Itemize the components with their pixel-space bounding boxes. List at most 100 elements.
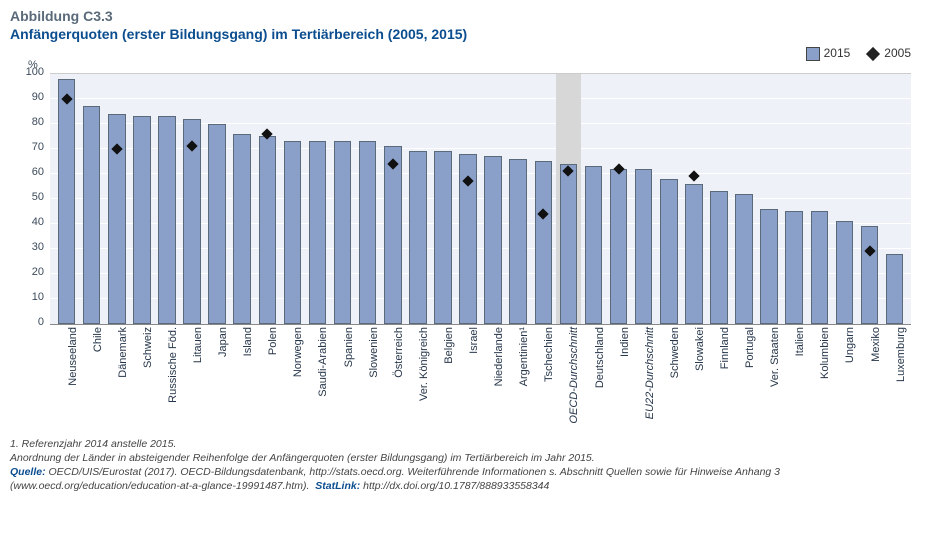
x-label: Schweden (669, 327, 681, 378)
y-tick-label: 40 (10, 216, 44, 228)
bar (409, 151, 427, 324)
y-tick-label: 30 (10, 241, 44, 253)
y-tick-label: 100 (10, 66, 44, 78)
x-label-slot: Litauen (179, 327, 204, 433)
bar-slot (882, 74, 907, 324)
x-label: Slowakei (694, 327, 706, 371)
bar (785, 211, 803, 324)
bar-slot (656, 74, 681, 324)
source-label: Quelle: (10, 466, 46, 478)
x-label-slot: Portugal (732, 327, 757, 433)
bar-slot (481, 74, 506, 324)
bar (208, 124, 226, 324)
x-label-slot: Deutschland (581, 327, 606, 433)
x-label-slot: Russische Föd. (154, 327, 179, 433)
bar (359, 141, 377, 324)
bar-slot (506, 74, 531, 324)
bar-slot (79, 74, 104, 324)
bar (484, 156, 502, 324)
bar (560, 164, 578, 324)
y-tick-label: 20 (10, 266, 44, 278)
bar-slot (305, 74, 330, 324)
x-label: Portugal (744, 327, 756, 368)
x-label: Spanien (343, 327, 355, 367)
bar-slot (255, 74, 280, 324)
bar-slot (280, 74, 305, 324)
x-label: Neuseeland (67, 327, 79, 386)
x-label-slot: Tschechien (531, 327, 556, 433)
x-label: Tschechien (543, 327, 555, 382)
x-label: Russische Föd. (167, 327, 179, 403)
legend-box-icon (806, 47, 820, 61)
y-tick-label: 50 (10, 191, 44, 203)
bar-slot (405, 74, 430, 324)
x-label: Ver. Königreich (418, 327, 430, 401)
bar (585, 166, 603, 324)
x-label: Niederlande (493, 327, 505, 386)
bar-slot (54, 74, 79, 324)
bar-slot (355, 74, 380, 324)
x-label-slot: Finnland (706, 327, 731, 433)
bar (259, 136, 277, 324)
x-label: Deutschland (594, 327, 606, 388)
figure-number: Abbildung C3.3 (10, 8, 923, 24)
x-label: Island (242, 327, 254, 356)
x-label-slot: Schweiz (129, 327, 154, 433)
bar (284, 141, 302, 324)
bar (509, 159, 527, 324)
x-label: Litauen (192, 327, 204, 363)
bar (434, 151, 452, 324)
bar (836, 221, 854, 324)
x-label: Luxemburg (895, 327, 907, 382)
x-label: Schweiz (142, 327, 154, 368)
bar-slot (706, 74, 731, 324)
bar-slot (757, 74, 782, 324)
legend: 2015 2005 (10, 46, 923, 61)
x-label: Saudi-Arabien (317, 327, 329, 397)
bar-slot (581, 74, 606, 324)
bar (735, 194, 753, 324)
bar (309, 141, 327, 324)
x-label-slot: Kolumbien (807, 327, 832, 433)
x-label: EU22-Durchschnitt (644, 327, 656, 419)
x-label-slot: Mexiko (857, 327, 882, 433)
bar (685, 184, 703, 324)
bar-slot (430, 74, 455, 324)
x-label: Italien (794, 327, 806, 356)
x-label: Finnland (719, 327, 731, 369)
bar (660, 179, 678, 324)
bar (610, 169, 628, 324)
x-label: Indien (619, 327, 631, 357)
bar (233, 134, 251, 324)
plot-area (50, 73, 911, 325)
x-label: Slowenien (368, 327, 380, 378)
x-label-slot: Polen (255, 327, 280, 433)
x-label-slot: Niederlande (481, 327, 506, 433)
bar (710, 191, 728, 324)
legend-2015-label: 2015 (824, 46, 851, 60)
x-label: Dänemark (117, 327, 129, 378)
bar (635, 169, 653, 324)
x-label: Mexiko (870, 327, 882, 362)
x-label: Österreich (393, 327, 405, 378)
x-label-slot: EU22-Durchschnitt (631, 327, 656, 433)
y-tick-label: 70 (10, 141, 44, 153)
bar-slot (380, 74, 405, 324)
x-label-slot: Ver. Königreich (405, 327, 430, 433)
bar-slot (681, 74, 706, 324)
x-label: OECD-Durchschnitt (568, 327, 580, 424)
bar (334, 141, 352, 324)
bar-slot (154, 74, 179, 324)
figure-title: Anfängerquoten (erster Bildungsgang) im … (10, 26, 923, 42)
x-label-slot: Indien (606, 327, 631, 433)
bar-slot (230, 74, 255, 324)
bar-slot (807, 74, 832, 324)
bar (886, 254, 904, 324)
x-label: Ungarn (844, 327, 856, 363)
y-tick-label: 0 (10, 316, 44, 328)
bar-slot (129, 74, 154, 324)
y-tick-label: 10 (10, 291, 44, 303)
x-label: Argentinien¹ (518, 327, 530, 386)
bar-slot (832, 74, 857, 324)
x-label: Ver. Staaten (769, 327, 781, 387)
